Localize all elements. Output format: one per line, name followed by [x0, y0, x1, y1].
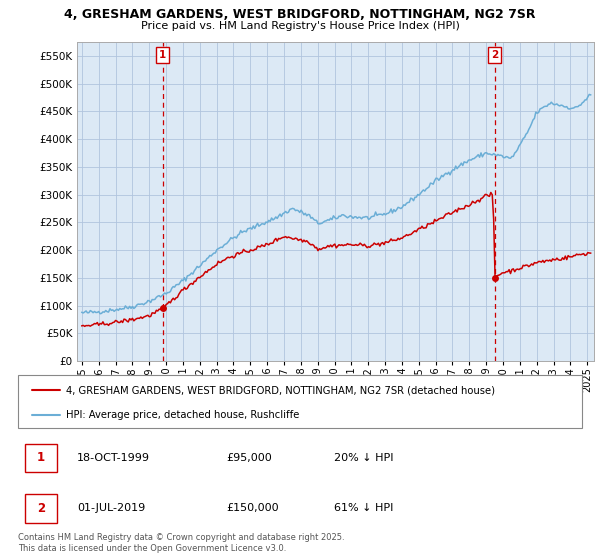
Text: 2: 2 — [37, 502, 45, 515]
Text: 4, GRESHAM GARDENS, WEST BRIDGFORD, NOTTINGHAM, NG2 7SR (detached house): 4, GRESHAM GARDENS, WEST BRIDGFORD, NOTT… — [66, 385, 495, 395]
Text: 4, GRESHAM GARDENS, WEST BRIDGFORD, NOTTINGHAM, NG2 7SR: 4, GRESHAM GARDENS, WEST BRIDGFORD, NOTT… — [64, 8, 536, 21]
Bar — [25, 494, 58, 522]
Text: 18-OCT-1999: 18-OCT-1999 — [77, 453, 150, 463]
Text: 2: 2 — [491, 50, 498, 60]
Text: 1: 1 — [37, 451, 45, 464]
Text: 01-JUL-2019: 01-JUL-2019 — [77, 503, 145, 514]
Text: £150,000: £150,000 — [227, 503, 280, 514]
Text: HPI: Average price, detached house, Rushcliffe: HPI: Average price, detached house, Rush… — [66, 410, 299, 420]
Text: Contains HM Land Registry data © Crown copyright and database right 2025.
This d: Contains HM Land Registry data © Crown c… — [18, 533, 344, 553]
Text: 61% ↓ HPI: 61% ↓ HPI — [334, 503, 393, 514]
Bar — [25, 444, 58, 472]
Text: 20% ↓ HPI: 20% ↓ HPI — [334, 453, 394, 463]
Text: 1: 1 — [159, 50, 166, 60]
Text: £95,000: £95,000 — [227, 453, 272, 463]
Text: Price paid vs. HM Land Registry's House Price Index (HPI): Price paid vs. HM Land Registry's House … — [140, 21, 460, 31]
